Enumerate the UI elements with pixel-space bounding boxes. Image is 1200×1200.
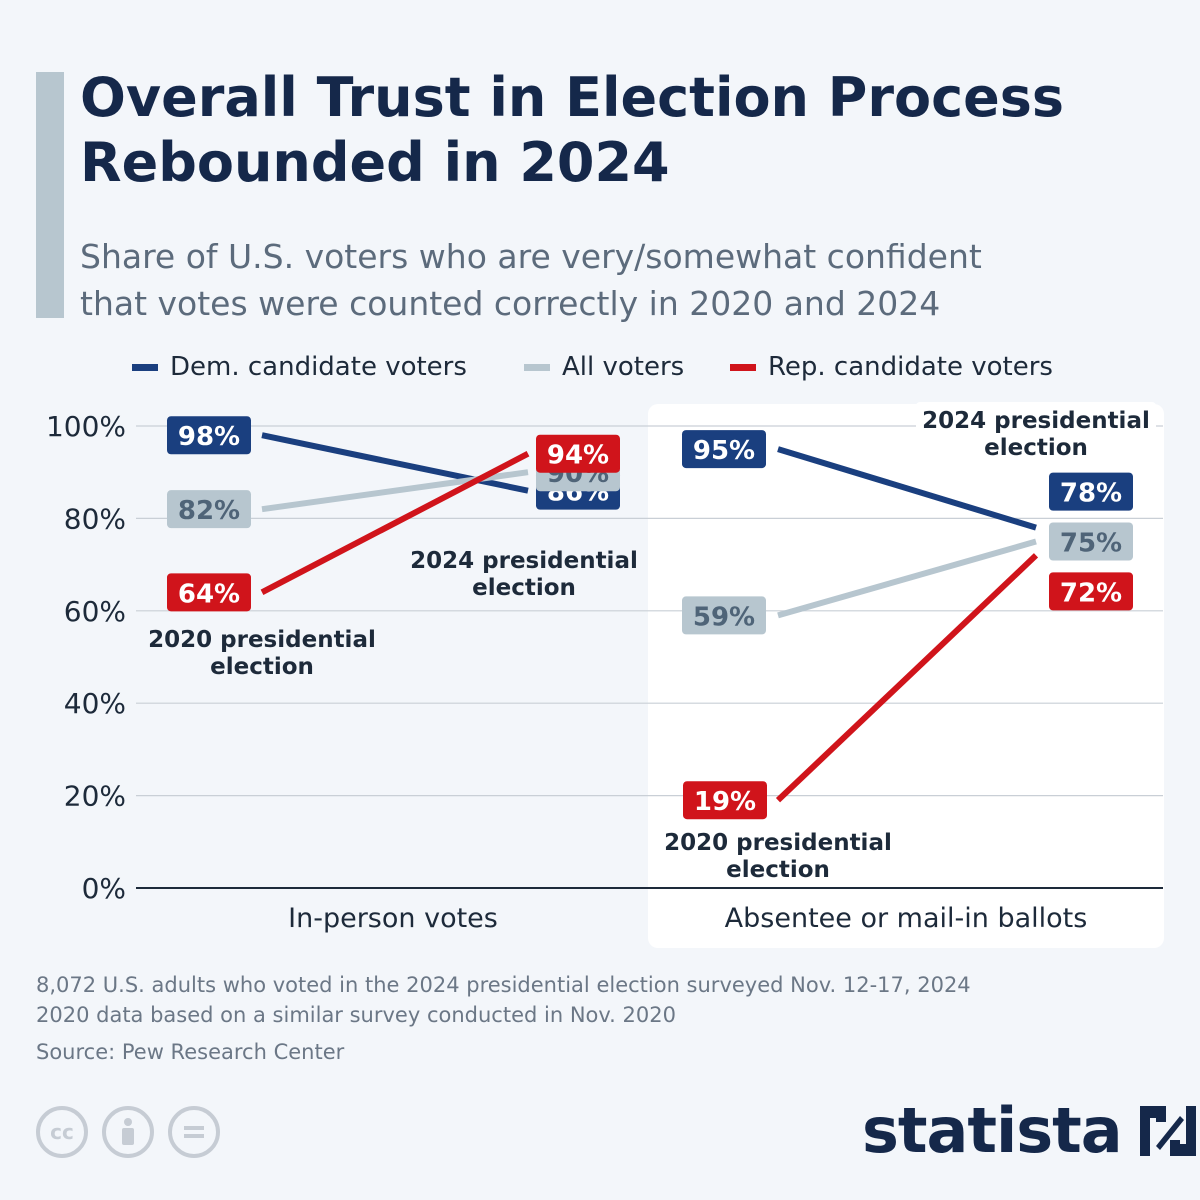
license-icons: cc xyxy=(36,1106,220,1158)
data-label-box-rep xyxy=(167,573,251,612)
series-line-rep xyxy=(260,451,530,595)
title-accent-bar xyxy=(36,72,64,318)
chart-subtitle-line: that votes were counted correctly in 202… xyxy=(80,283,941,323)
data-label-rep: 64% xyxy=(178,579,240,609)
election-annotation: election xyxy=(472,575,576,601)
legend-item-all: All voters xyxy=(524,352,684,382)
y-tick-label: 60% xyxy=(64,595,126,628)
category-label: Absentee or mail-in ballots xyxy=(725,903,1088,934)
data-label-box-rep xyxy=(1049,572,1133,611)
footnote-line: 8,072 U.S. adults who voted in the 2024 … xyxy=(36,973,971,997)
series-line-dem xyxy=(261,432,529,494)
data-label-all: 75% xyxy=(1060,529,1122,559)
series-line-dem xyxy=(777,446,1037,531)
chart-footnote: 8,072 U.S. adults who voted in the 2024 … xyxy=(36,970,1136,1031)
chart-title-line: Overall Trust in Election Process xyxy=(80,66,1065,129)
chart-title: Overall Trust in Election Process Reboun… xyxy=(80,66,1180,196)
legend-swatch-rep xyxy=(730,363,756,371)
election-annotation: election xyxy=(210,654,314,680)
chart-subtitle-line: Share of U.S. voters who are very/somewh… xyxy=(80,237,982,276)
annotation-background xyxy=(916,402,1156,464)
data-label-rep: 19% xyxy=(694,787,756,817)
data-label-all: 59% xyxy=(693,602,755,632)
chart-subtitle: Share of U.S. voters who are very/somewh… xyxy=(80,234,1170,328)
data-label-box-rep xyxy=(536,434,620,473)
data-label-box-rep xyxy=(683,781,767,820)
series-line-all xyxy=(777,538,1037,619)
creative-commons-icon: cc xyxy=(36,1106,88,1158)
y-tick-label: 100% xyxy=(46,410,126,443)
y-tick-label: 80% xyxy=(64,502,126,535)
chart-source: Source: Pew Research Center xyxy=(36,1040,345,1064)
legend-swatch-all xyxy=(524,363,550,371)
no-derivatives-icon xyxy=(168,1106,220,1158)
data-label-box-dem xyxy=(682,430,766,469)
legend-item-dem: Dem. candidate voters xyxy=(132,352,467,382)
legend-item-rep: Rep. candidate voters xyxy=(730,352,1053,382)
data-label-box-dem xyxy=(167,416,251,455)
election-annotation: 2020 presidential xyxy=(664,830,892,856)
data-label-all: 82% xyxy=(178,496,240,526)
data-label-dem: 95% xyxy=(693,436,755,466)
statista-mark-icon xyxy=(1139,1105,1196,1156)
data-label-box-all xyxy=(682,596,766,635)
election-annotation: election xyxy=(726,857,830,883)
data-label-box-dem xyxy=(1049,472,1133,511)
series-line-rep xyxy=(775,553,1039,803)
brand-name: statista xyxy=(862,1094,1123,1167)
footnote-line: 2020 data based on a similar survey cond… xyxy=(36,1003,676,1028)
y-tick-label: 0% xyxy=(82,872,126,905)
election-annotation: 2020 presidential xyxy=(148,627,376,653)
statista-logo[interactable]: statista xyxy=(862,1094,1200,1167)
data-label-rep: 94% xyxy=(547,441,609,471)
election-annotation: 2024 presidential xyxy=(922,408,1150,434)
y-tick-label: 40% xyxy=(64,687,126,720)
legend-label-dem: Dem. candidate voters xyxy=(170,352,467,382)
attribution-icon xyxy=(102,1106,154,1158)
legend-label-rep: Rep. candidate voters xyxy=(768,352,1053,382)
election-annotation: 2024 presidential xyxy=(410,548,638,574)
data-label-box-all xyxy=(167,490,251,529)
legend-swatch-dem xyxy=(132,363,158,371)
election-annotation: election xyxy=(984,435,1088,461)
data-label-dem: 98% xyxy=(178,422,240,452)
legend-label-all: All voters xyxy=(562,352,685,382)
category-label: In-person votes xyxy=(288,903,498,934)
y-tick-label: 20% xyxy=(64,780,126,813)
data-label-rep: 72% xyxy=(1060,578,1122,608)
data-label-box-all xyxy=(1049,522,1133,561)
chart-title-line: Rebounded in 2024 xyxy=(80,130,670,194)
data-label-dem: 78% xyxy=(1060,479,1122,509)
